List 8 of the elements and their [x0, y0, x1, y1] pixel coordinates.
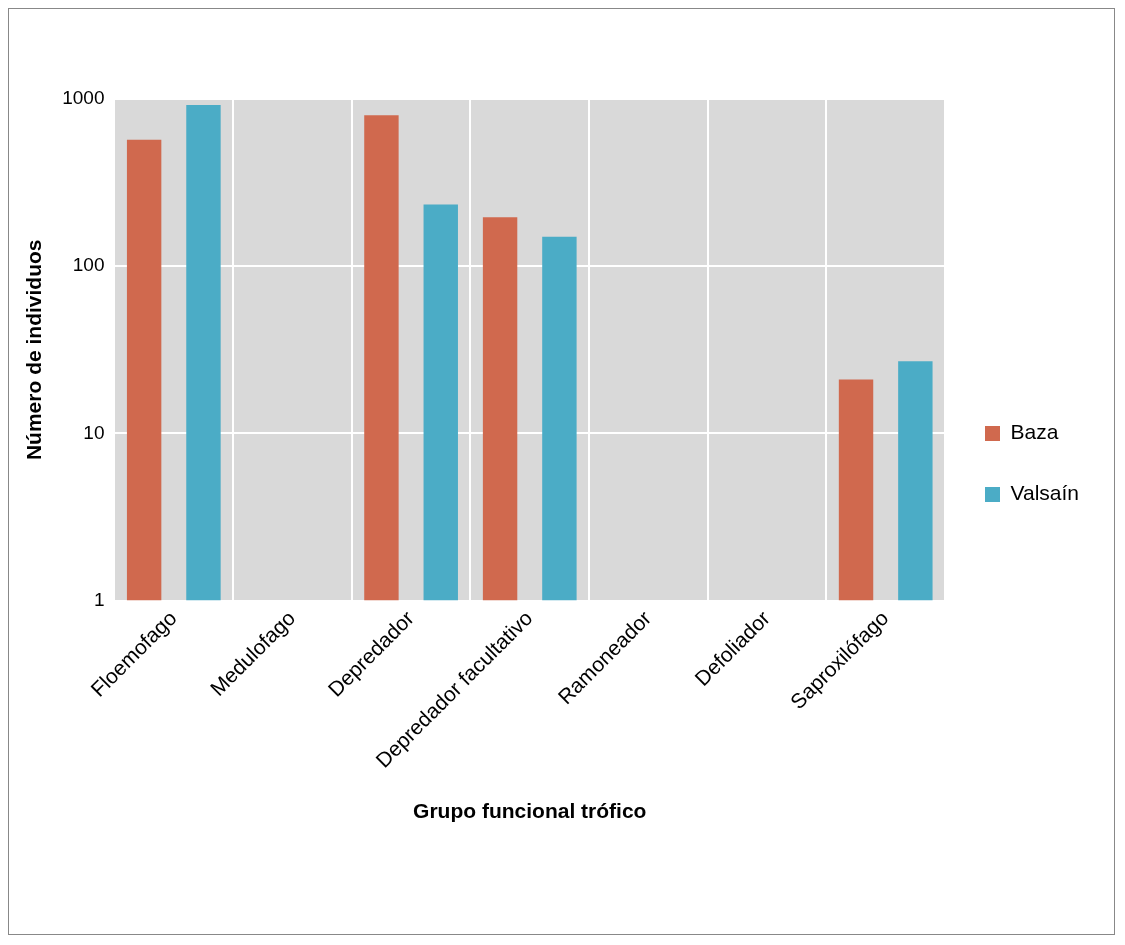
y-tick-label: 1 — [93, 588, 105, 610]
y-tick-label: 1000 — [62, 87, 105, 109]
legend-label: Valsaín — [1010, 481, 1080, 505]
y-tick-label: 10 — [83, 421, 105, 443]
legend-label: Baza — [1010, 420, 1059, 444]
y-axis-title: Número de individuos — [22, 239, 46, 461]
x-axis-title: Grupo funcional trófico — [413, 799, 647, 823]
y-tick-label: 100 — [72, 254, 105, 276]
